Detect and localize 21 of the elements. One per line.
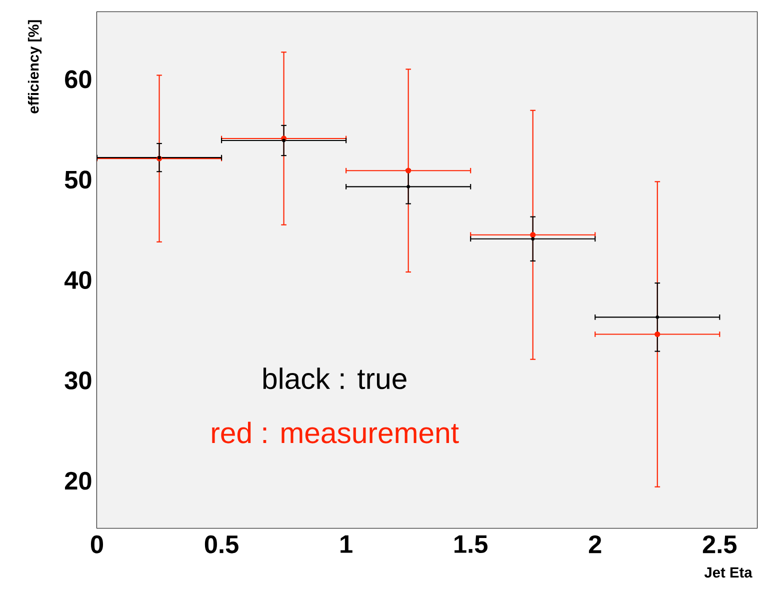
- point: [282, 138, 286, 142]
- x-axis-title: Jet Eta: [704, 567, 752, 578]
- y-tick-label: 50: [64, 170, 92, 189]
- x-tick-label: 1.5: [454, 535, 488, 554]
- point: [656, 315, 660, 319]
- y-tick-label: 30: [64, 371, 92, 390]
- x-tick-label: 0: [90, 535, 104, 554]
- x-tick-label: 2: [588, 535, 602, 554]
- y-axis-title: efficiency [%]: [28, 20, 42, 114]
- y-tick-label: 40: [64, 271, 92, 290]
- point: [530, 232, 536, 238]
- text: black : true: [263, 368, 406, 390]
- x-tick-label: 1: [340, 535, 352, 553]
- point: [406, 184, 410, 188]
- point: [654, 331, 660, 338]
- y-tick-label: 20: [64, 472, 92, 490]
- x-tick-label: 0.5: [204, 535, 238, 554]
- text: red : measurement: [212, 422, 459, 444]
- x-tick-label: 2.5: [702, 535, 737, 554]
- point: [531, 237, 535, 241]
- y-tick-label: 60: [65, 70, 92, 88]
